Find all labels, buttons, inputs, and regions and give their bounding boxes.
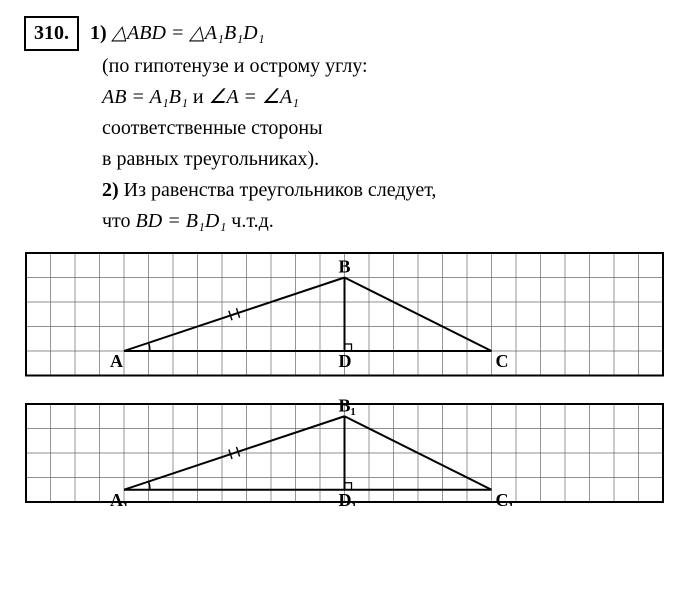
svg-text:C: C [496, 351, 509, 371]
line-4: соответственные стороны [102, 113, 676, 144]
part1-label: 1) [90, 22, 107, 44]
eq-bd: BD = B₁D₁ [136, 210, 227, 232]
svg-text:D: D [339, 351, 352, 371]
and-word: и [188, 86, 209, 108]
line-2: (по гипотенузе и острому углу: [102, 51, 676, 82]
eq-angle: ∠A = ∠A₁ [209, 86, 299, 108]
part2-label: 2) [102, 179, 119, 201]
problem-number: 310. [24, 16, 79, 51]
svg-text:C₁: C₁ [496, 489, 514, 505]
figure-2: A₁ B₁ C₁ D₁ [24, 398, 676, 506]
line-1: 310. 1) △ABD = △A₁B₁D₁ [24, 16, 676, 51]
eq-triangles: △ABD = △A₁B₁D₁ [112, 22, 265, 44]
svg-text:A₁: A₁ [110, 489, 128, 505]
eq-ab: AB = A₁B₁ [102, 86, 188, 108]
triangle-figure-1: A B C D [24, 247, 665, 380]
triangle-figure-2: A₁ B₁ C₁ D₁ [24, 398, 665, 506]
line-3: AB = A₁B₁ и ∠A = ∠A₁ [102, 82, 676, 113]
figures-container: A B C D A₁ B₁ C₁ D₁ [24, 247, 676, 506]
svg-text:B: B [339, 257, 351, 277]
problem-text: 310. 1) △ABD = △A₁B₁D₁ (по гипотенузе и … [24, 16, 676, 237]
line7-a: что [102, 210, 136, 232]
line7-c: ч.т.д. [226, 210, 273, 232]
svg-text:D₁: D₁ [339, 489, 357, 505]
line6-text: Из равенства треугольников следует, [119, 179, 437, 201]
svg-text:B₁: B₁ [339, 398, 356, 415]
svg-text:A: A [110, 351, 123, 371]
figure-1: A B C D [24, 247, 676, 380]
line-5: в равных треугольниках). [102, 144, 676, 175]
line-7: что BD = B₁D₁ ч.т.д. [102, 206, 676, 237]
line-6: 2) Из равенства треугольников следует, [102, 175, 676, 206]
